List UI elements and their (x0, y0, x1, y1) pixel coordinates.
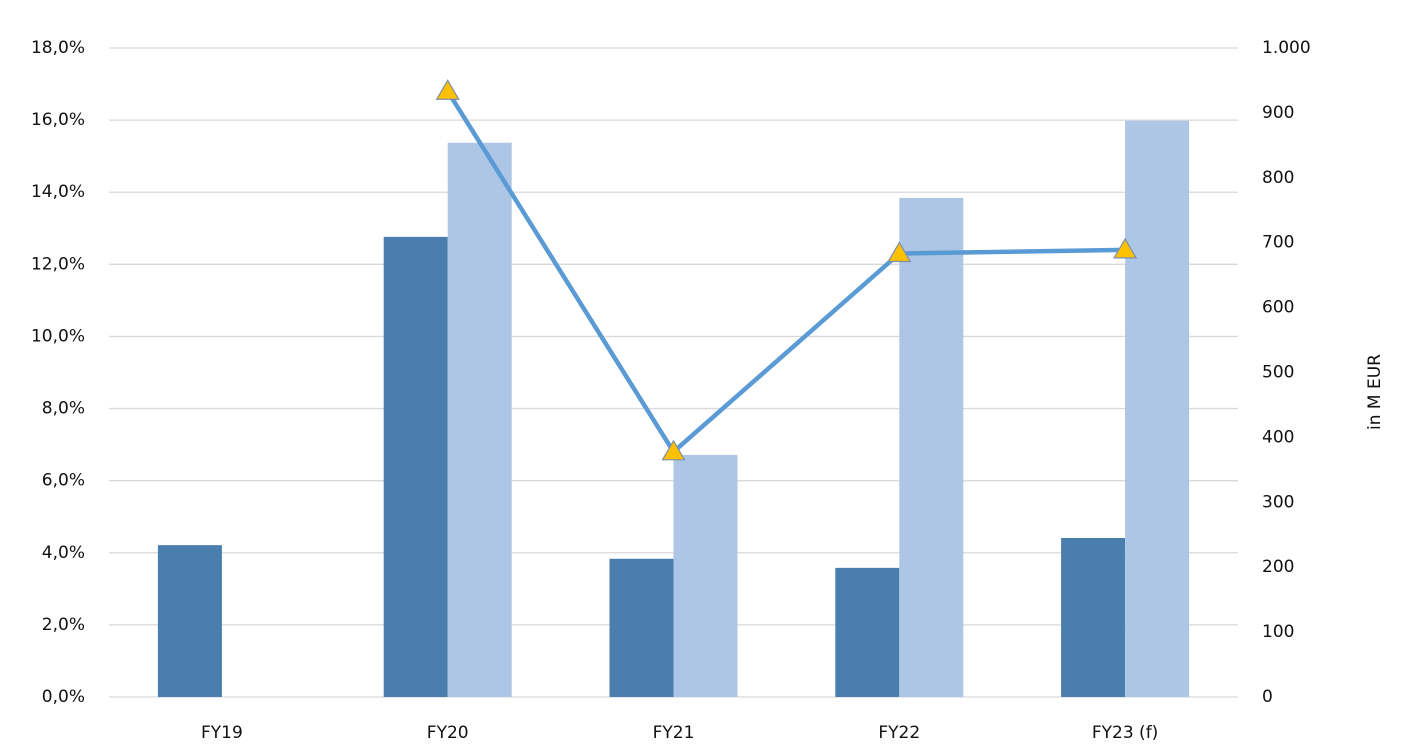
y-tick-label: 4,0% (42, 543, 85, 563)
line-marker (661, 439, 686, 461)
x-tick-label: FY21 (653, 723, 695, 743)
x-tick-label: FY19 (201, 723, 243, 743)
bar (835, 567, 900, 697)
bar (899, 197, 964, 697)
y-tick-label: 10,0% (31, 326, 85, 346)
line-marker (435, 79, 460, 100)
y2-tick-label: 900 (1262, 103, 1294, 123)
y2-tick-label: 300 (1262, 492, 1294, 512)
y-tick-label: 12,0% (31, 254, 85, 274)
y2-tick-label: 500 (1262, 363, 1294, 383)
bar (1061, 537, 1126, 697)
y2-axis-label: in M EUR (1365, 354, 1385, 430)
y2-tick-label: 600 (1262, 298, 1294, 318)
y2-tick-label: 200 (1262, 557, 1294, 577)
x-tick-label: FY22 (878, 723, 920, 743)
bar (609, 558, 674, 697)
y-tick-label: 0,0% (42, 687, 85, 707)
bar (447, 142, 512, 697)
y2-tick-label: 1.000 (1262, 38, 1311, 58)
y-tick-label: 2,0% (42, 615, 85, 635)
bar (1125, 120, 1190, 698)
y2-tick-label: 100 (1262, 622, 1294, 642)
y2-tick-label: 700 (1262, 233, 1294, 253)
y-tick-label: 8,0% (42, 399, 85, 419)
y2-tick-label: 800 (1262, 168, 1294, 188)
y2-tick-label: 0 (1262, 687, 1273, 707)
y-tick-label: 14,0% (31, 182, 85, 202)
bar (383, 236, 448, 697)
y-tick-label: 18,0% (31, 38, 85, 58)
line-marker (887, 241, 912, 263)
line (445, 90, 1126, 455)
y-tick-label: 6,0% (42, 471, 85, 491)
x-tick-label: FY23 (f) (1092, 723, 1158, 743)
line-marker (1113, 237, 1138, 259)
bar (157, 545, 222, 697)
bar (673, 454, 738, 697)
x-tick-label: FY20 (427, 723, 469, 743)
y-tick-label: 16,0% (31, 110, 85, 130)
y2-tick-label: 400 (1262, 427, 1294, 447)
